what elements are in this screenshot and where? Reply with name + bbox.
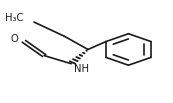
Text: NH: NH — [74, 64, 89, 74]
Text: H₃C: H₃C — [5, 13, 23, 23]
Text: O: O — [11, 34, 19, 44]
